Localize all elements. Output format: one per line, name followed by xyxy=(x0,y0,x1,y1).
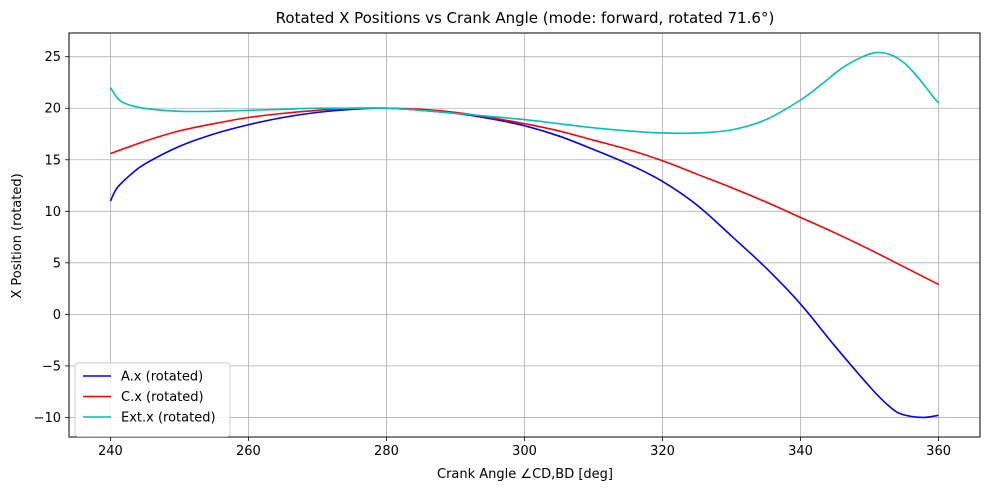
series-lines xyxy=(109,51,940,419)
x-tick-label: 320 xyxy=(650,444,675,459)
legend: A.x (rotated) C.x (rotated) Ext.x (rotated… xyxy=(74,362,231,437)
series-line-2 xyxy=(110,107,939,286)
y-tick-label: 10 xyxy=(44,205,61,220)
x-axis-title: Crank Angle ∠CD,BD [deg] xyxy=(437,467,613,482)
x-tick-label: 260 xyxy=(236,444,261,459)
legend-label: A.x (rotated) xyxy=(121,370,203,385)
y-tick-label: −10 xyxy=(34,411,61,426)
series-line-1 xyxy=(109,107,939,419)
x-tick-label: 280 xyxy=(374,444,399,459)
axis-ticks: 240 260 280 300 320 340 360 −10 −5 0 5 10 15 20 25 xyxy=(34,50,951,459)
series-line-3 xyxy=(109,51,940,135)
y-tick-label: 25 xyxy=(44,50,61,65)
legend-box xyxy=(74,362,231,437)
y-tick-label: 5 xyxy=(53,256,61,271)
x-tick-label: 240 xyxy=(98,444,123,459)
chart-title: Rotated X Positions vs Crank Angle (mode… xyxy=(276,9,775,27)
x-tick-label: 300 xyxy=(512,444,537,459)
y-tick-label: −5 xyxy=(42,359,61,374)
legend-label: C.x (rotated) xyxy=(121,390,204,405)
y-tick-label: 0 xyxy=(53,308,61,323)
legend-label: Ext.x (rotated) xyxy=(121,411,216,426)
x-tick-label: 360 xyxy=(926,444,951,459)
y-tick-label: 20 xyxy=(44,102,61,117)
y-axis-title: X Position (rotated) xyxy=(10,173,25,298)
x-tick-label: 340 xyxy=(788,444,813,459)
y-tick-label: 15 xyxy=(44,153,61,168)
